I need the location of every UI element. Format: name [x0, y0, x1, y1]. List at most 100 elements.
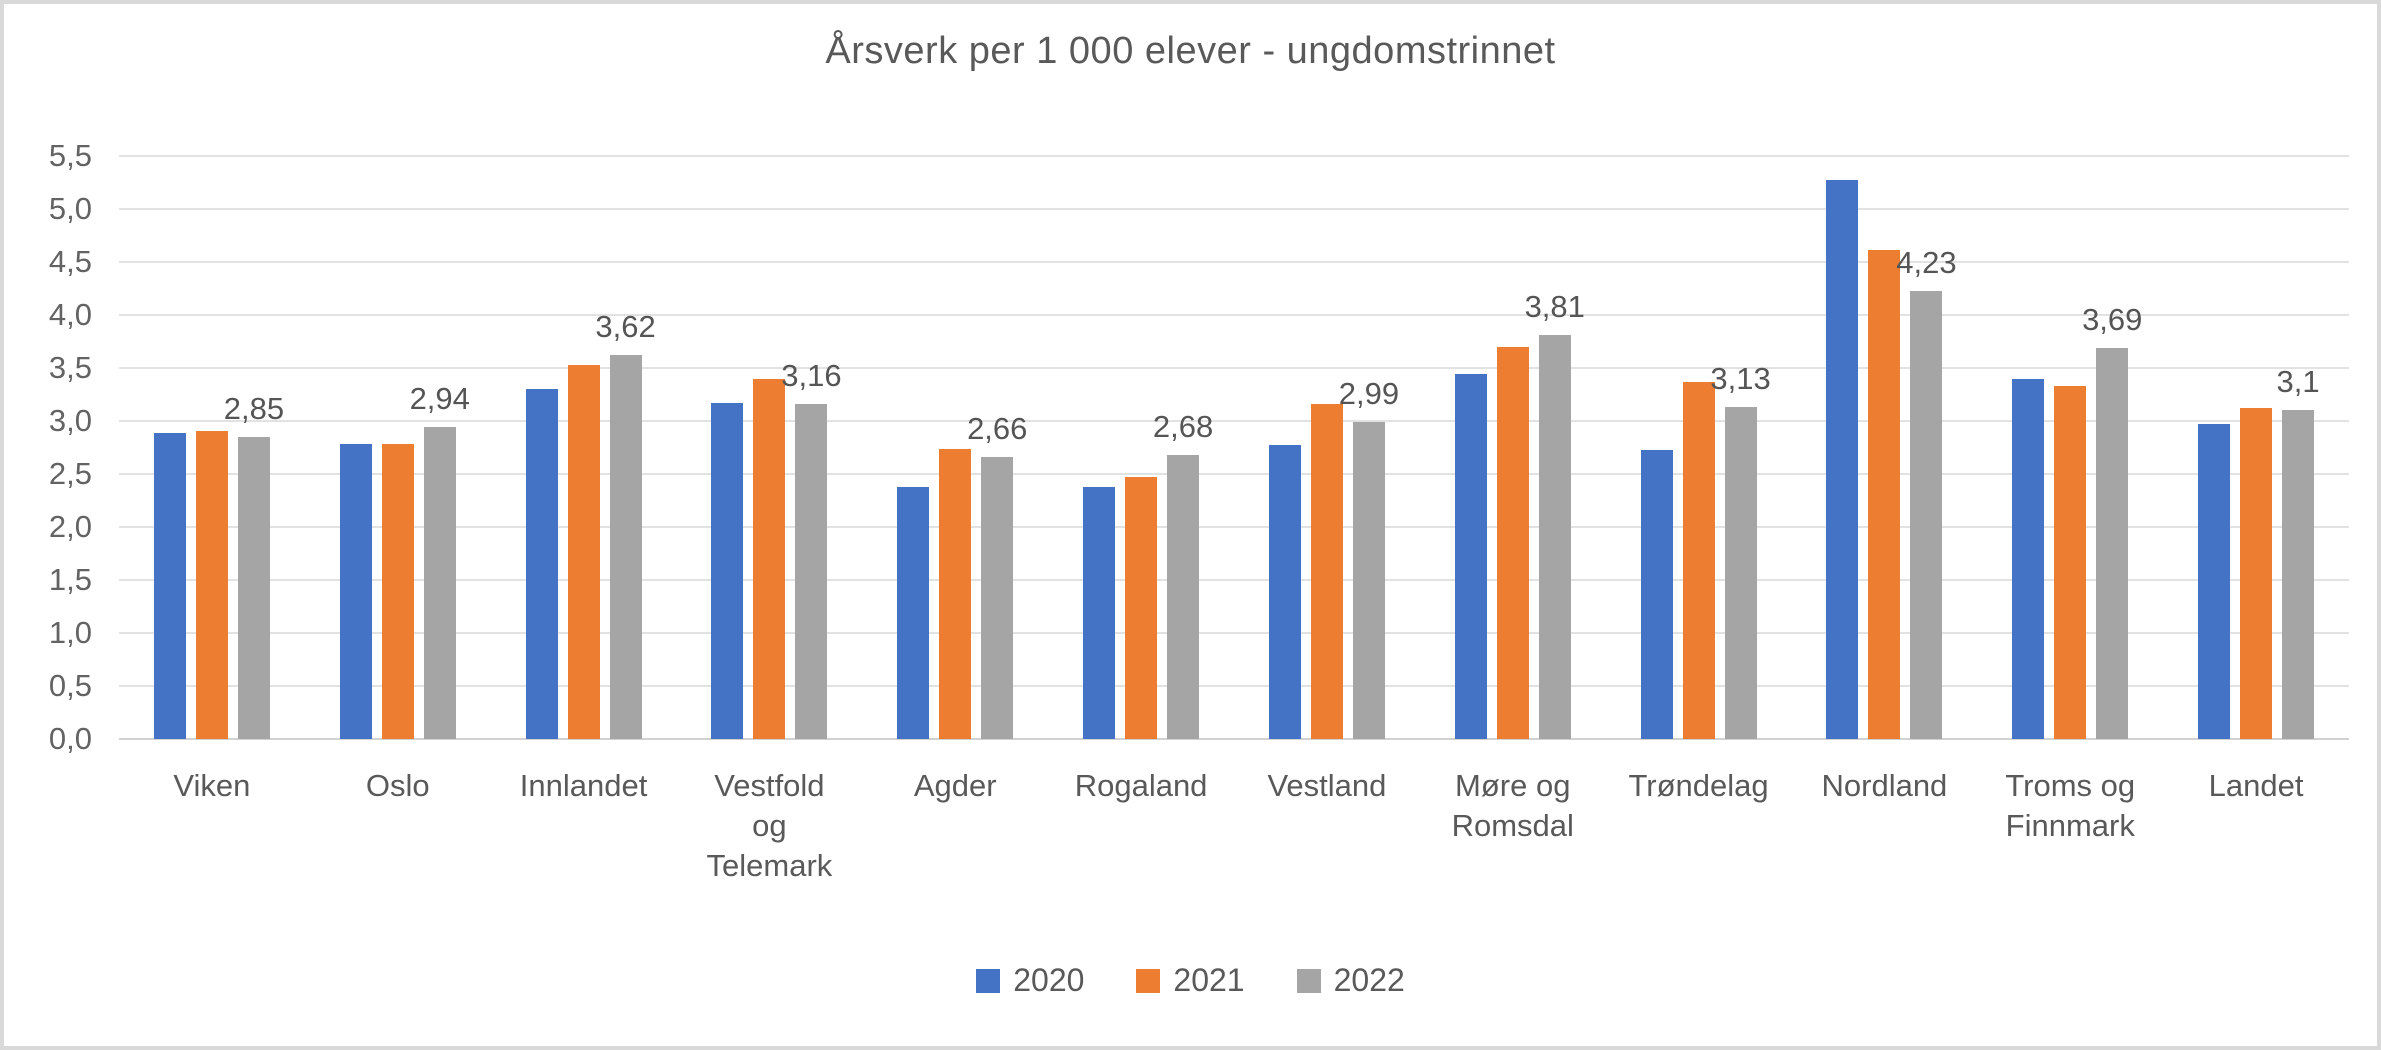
gridline-1,0 [119, 632, 2349, 634]
bar-row [491, 156, 677, 739]
legend-item-2022: 2022 [1296, 962, 1405, 999]
legend-label: 2022 [1333, 962, 1405, 998]
data-label: 2,99 [1338, 376, 1400, 412]
y-tick-label: 3,5 [48, 350, 92, 385]
bar-2022 [609, 355, 642, 739]
gridline-4,5 [119, 261, 2349, 263]
bar-2021 [753, 378, 786, 739]
data-label: 3,16 [781, 358, 842, 394]
data-label: 3,81 [1524, 289, 1585, 325]
bar-2020 [1083, 486, 1116, 739]
gridline-2,5 [119, 473, 2349, 475]
chart-title: Årsverk per 1 000 elever - ungdomstrinne… [825, 30, 1556, 72]
bar-2021 [1682, 381, 1715, 739]
bar-row [1048, 156, 1234, 739]
legend: 2020 2021 2022 [4, 962, 2377, 999]
data-label: 4,23 [1896, 244, 1957, 280]
data-label: 3,13 [1710, 361, 1771, 397]
bar-2021 [939, 448, 972, 739]
y-tick-label: 2,5 [48, 456, 92, 491]
x-label-m-re-og-romsdal: Møre og Romsdal [1451, 768, 1574, 843]
gridline-3,5 [119, 367, 2349, 369]
x-label-viken: Viken [173, 768, 251, 803]
bar-2021 [1310, 404, 1343, 739]
legend-item-2021: 2021 [1136, 962, 1245, 999]
data-label: 2,68 [1152, 408, 1214, 444]
bar-group-m-re-og-romsdal: 3,81 [1420, 156, 1606, 739]
bar-2020 [525, 389, 558, 739]
bar-2022 [1352, 422, 1385, 739]
bar-2020 [1454, 374, 1487, 739]
bar-row [1420, 156, 1606, 739]
bar-row [1792, 156, 1978, 739]
bar-row [119, 156, 305, 739]
data-label: 2,85 [223, 390, 285, 426]
y-tick-label: 4,0 [48, 297, 92, 332]
bar-2022 [1538, 335, 1571, 739]
x-label-rogaland: Rogaland [1074, 768, 1208, 803]
bar-2021 [381, 444, 414, 739]
data-label: 3,62 [595, 309, 656, 345]
gridline-5,5 [119, 155, 2349, 157]
bar-2021 [195, 430, 228, 739]
bar-2022 [237, 436, 270, 739]
legend-item-2020: 2020 [976, 962, 1084, 999]
bar-group-nordland: 4,23 [1792, 156, 1978, 739]
legend-label: 2020 [1013, 962, 1085, 998]
y-tick-label: 1,0 [48, 615, 92, 650]
x-label-nordland: Nordland [1821, 768, 1948, 803]
bar-2021 [2054, 386, 2087, 739]
bar-row [305, 156, 491, 739]
x-label-innlandet: Innlandet [519, 768, 648, 803]
legend-swatch-icon [1136, 968, 1161, 993]
y-tick-label: 3,0 [48, 403, 92, 438]
bar-2022 [981, 457, 1014, 739]
bar-group-landet: 3,1 [2163, 156, 2349, 739]
bar-2022 [1167, 454, 1200, 739]
bar-2020 [1826, 180, 1859, 739]
bar-2020 [1640, 449, 1673, 739]
bar-group-rogaland: 2,68 [1048, 156, 1234, 739]
x-label-troms-og-finnmark: Troms og Finnmark [2005, 768, 2136, 843]
gridline-1,5 [119, 579, 2349, 581]
gridline-2,0 [119, 526, 2349, 528]
gridline-5,0 [119, 208, 2349, 210]
bar-2022 [1910, 290, 1943, 739]
data-label: 2,94 [409, 381, 470, 417]
legend-swatch-icon [1296, 968, 1321, 993]
bar-2021 [1868, 250, 1901, 739]
y-tick-label: 5,0 [48, 191, 92, 226]
bar-row [862, 156, 1048, 739]
bar-2021 [1496, 346, 1529, 739]
y-tick-label: 2,0 [48, 509, 92, 544]
bar-group-vestland: 2,99 [1234, 156, 1420, 739]
bar-2021 [567, 364, 600, 739]
bar-group-troms-og-finnmark: 3,69 [1977, 156, 2163, 739]
y-tick-label: 0,5 [48, 668, 92, 703]
gridline-0,5 [119, 685, 2349, 687]
gridline-4,0 [119, 314, 2349, 316]
bar-group-agder: 2,66 [862, 156, 1048, 739]
bar-group-innlandet: 3,62 [491, 156, 677, 739]
bar-group-vestfold-og-telemark: 3,16 [677, 156, 863, 739]
bar-2020 [2012, 378, 2045, 739]
bar-row [2163, 156, 2349, 739]
bar-2022 [795, 404, 828, 739]
gridline-3,0 [119, 420, 2349, 422]
bar-2022 [1724, 407, 1757, 739]
bar-row [1234, 156, 1420, 739]
bar-2020 [153, 432, 186, 739]
bar-group-tr-ndelag: 3,13 [1606, 156, 1792, 739]
x-axis-labels: Viken Oslo Innlandet Vestfold og Telemark Ag… [119, 766, 2349, 916]
bar-group-oslo: 2,94 [305, 156, 491, 739]
x-axis-line [119, 738, 2349, 740]
bar-row [677, 156, 863, 739]
bar-2020 [1268, 445, 1301, 739]
y-tick-label: 1,5 [48, 562, 92, 597]
bar-2022 [423, 427, 456, 739]
bar-2020 [711, 402, 744, 739]
data-label: 2,66 [967, 411, 1028, 447]
bar-2022 [2096, 347, 2129, 739]
x-label-agder: Agder [913, 768, 997, 803]
